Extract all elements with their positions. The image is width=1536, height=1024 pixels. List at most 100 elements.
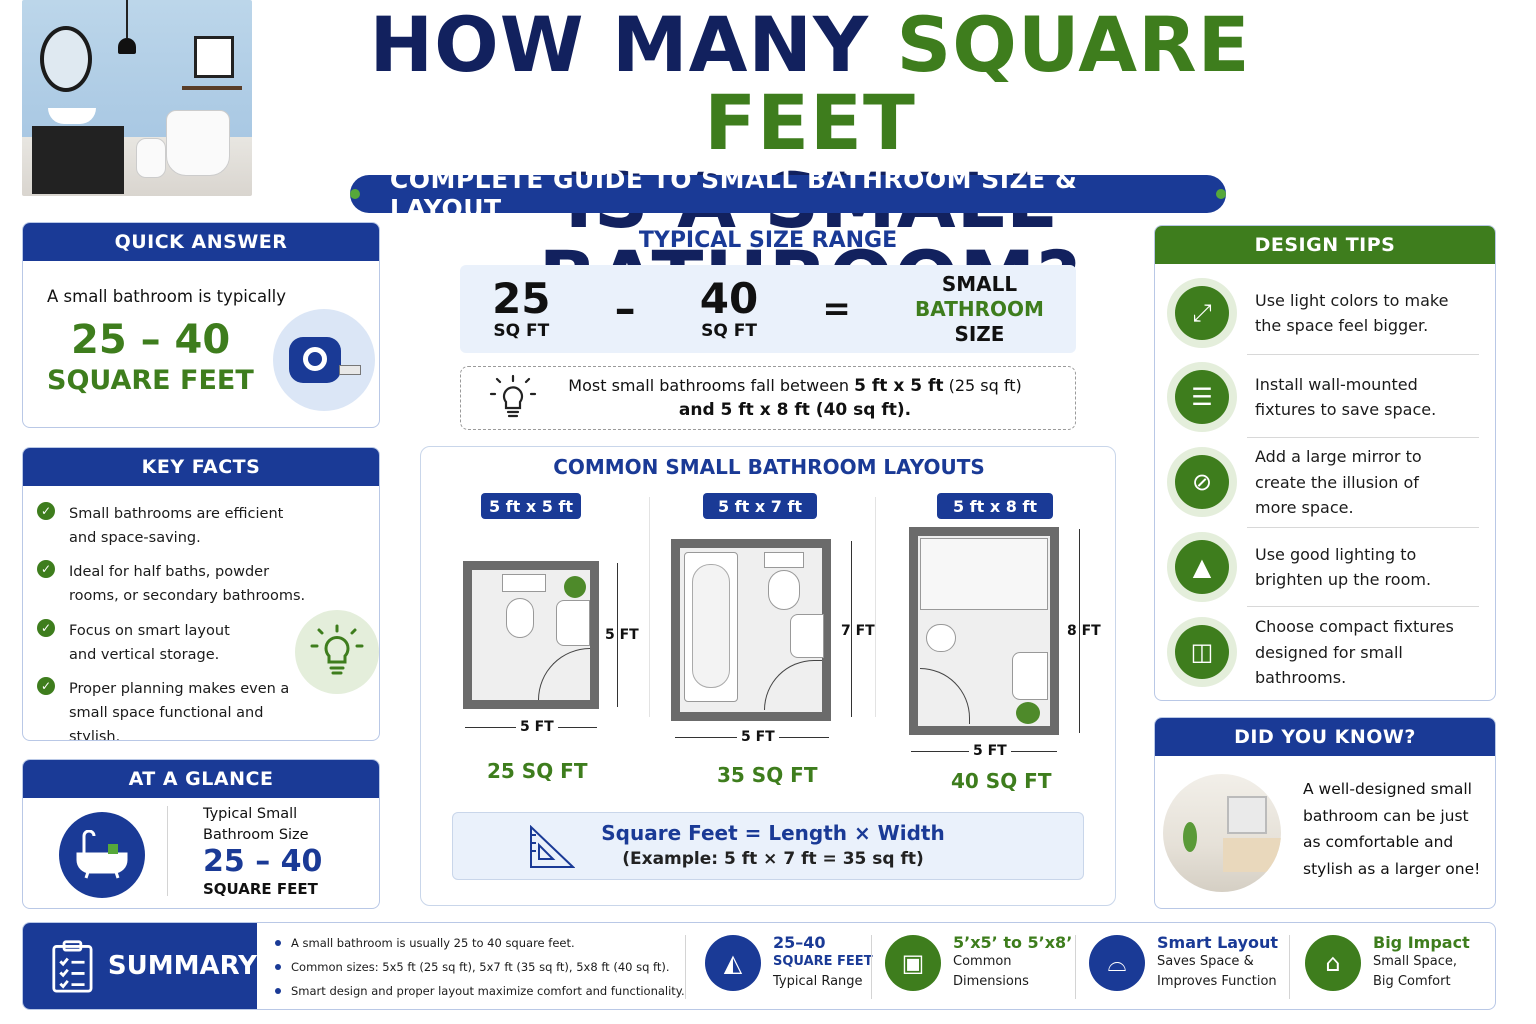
- size-min-value: 25: [492, 274, 551, 323]
- stat-line: Typical Range: [773, 974, 863, 989]
- layout-area: 35 SQ FT: [717, 763, 818, 787]
- formula-example: (Example: 5 ft × 7 ft = 35 sq ft): [622, 849, 924, 869]
- summary-stat: ◭ 25–40 SQUARE FEET Typical Range: [705, 933, 873, 992]
- summary-bullet-text: Common sizes: 5x5 ft (25 sq ft), 5x7 ft …: [291, 960, 670, 974]
- design-tips-heading: DESIGN TIPS: [1155, 226, 1495, 264]
- did-you-know-text: A well-designed small bathroom can be ju…: [1303, 780, 1481, 878]
- sink-icon: ⌓: [1089, 934, 1145, 991]
- design-tip-text: Install wall-mounted fixtures to save sp…: [1255, 374, 1437, 420]
- size-note-text: Most small bathrooms fall between 5 ft x…: [565, 374, 1025, 422]
- hero-bathroom-image: [22, 0, 252, 196]
- key-fact-text: Small bathrooms are efficient and space-…: [69, 506, 284, 546]
- floor-plan-5x7: [671, 539, 831, 721]
- cabinet-icon: ◫: [1167, 617, 1237, 688]
- floor-plan-5x8: [909, 527, 1059, 735]
- design-tip-text: Add a large mirror to create the illusio…: [1255, 447, 1422, 517]
- size-range-heading: TYPICAL SIZE RANGE: [638, 228, 898, 253]
- stat-title: 25–40: [773, 933, 826, 952]
- key-fact-item: ✓ Small bathrooms are efficient and spac…: [37, 502, 297, 550]
- key-fact-text: Ideal for half baths, powder rooms, or s…: [69, 564, 306, 604]
- dimension-arrow: [1079, 529, 1080, 733]
- layout-area: 25 SQ FT: [487, 759, 588, 783]
- size-equals: =: [822, 289, 851, 329]
- at-a-glance-unit: SQUARE FEET: [203, 880, 318, 898]
- expand-icon: ⤢: [1167, 278, 1237, 348]
- size-note-part: Most small bathrooms fall between: [568, 376, 855, 395]
- summary-header: SUMMARY: [23, 923, 257, 1009]
- bullet-dot-icon: [1216, 189, 1226, 199]
- lightbulb-icon: [295, 610, 379, 694]
- ruler-triangle-icon: [527, 824, 576, 873]
- key-fact-item: ✓ Ideal for half baths, powder rooms, or…: [37, 560, 307, 608]
- summary-stat: ▣ 5’x5’ to 5’x8’ Common Dimensions: [885, 933, 1072, 992]
- summary-bullet: A small bathroom is usually 25 to 40 squ…: [275, 931, 685, 955]
- layout-height-label: 7 FT: [841, 623, 875, 639]
- design-tips-card: DESIGN TIPS ⤢ Use light colors to make t…: [1154, 225, 1496, 701]
- quick-answer-range: 25 – 40: [71, 317, 231, 363]
- subtitle-text: COMPLETE GUIDE TO SMALL BATHROOM SIZE & …: [389, 165, 1078, 223]
- summary-bullet: Common sizes: 5x5 ft (25 sq ft), 5x7 ft …: [275, 955, 685, 979]
- layout-tag: 5 ft x 7 ft: [703, 493, 817, 519]
- summary-bullet-text: Smart design and proper layout maximize …: [291, 984, 685, 998]
- quick-answer-unit: SQUARE FEET: [47, 365, 254, 396]
- size-note-part: (25 sq ft): [943, 376, 1022, 395]
- stat-line: Dimensions: [953, 974, 1029, 989]
- key-fact-item: ✓ Focus on smart layout and vertical sto…: [37, 619, 257, 667]
- design-tip-text: Use good lighting to brighten up the roo…: [1255, 544, 1432, 590]
- title-line1-part1: HOW MANY: [369, 0, 897, 89]
- size-result-line: BATHROOM: [915, 296, 1044, 321]
- design-tip-text: Use light colors to make the space feel …: [1255, 290, 1449, 336]
- design-tip-text: Choose compact fixtures designed for sma…: [1255, 617, 1454, 687]
- size-dash: –: [614, 284, 636, 333]
- layout-width-label: 5 FT: [737, 729, 779, 745]
- size-max-value: 40: [699, 274, 759, 323]
- design-tip-item: ⤢ Use light colors to make the space fee…: [1167, 278, 1483, 348]
- summary-bullet-text: A small bathroom is usually 25 to 40 squ…: [291, 936, 575, 950]
- title-line1-highlight: SQUARE FEET: [704, 0, 1251, 167]
- size-max-block: 40 SQ FT: [699, 274, 759, 342]
- size-max-unit: SQ FT: [701, 321, 757, 341]
- size-min-block: 25 SQ FT: [492, 274, 551, 342]
- dimension-arrow: [851, 541, 852, 717]
- stat-title: 5’x5’ to 5’x8’: [953, 933, 1073, 952]
- clipboard-icon: [52, 940, 93, 993]
- check-icon: ✓: [37, 560, 55, 578]
- stat-line: SQUARE FEET: [773, 954, 873, 969]
- size-result: SMALL BATHROOM SIZE: [915, 272, 1044, 347]
- design-tip-item: ☰ Install wall-mounted fixtures to save …: [1167, 362, 1483, 432]
- did-you-know-card: DID YOU KNOW? A well-designed small bath…: [1154, 717, 1496, 909]
- quick-answer-intro: A small bathroom is typically: [47, 287, 287, 306]
- formula-box: Square Feet = Length × Width (Example: 5…: [452, 812, 1084, 880]
- did-you-know-heading: DID YOU KNOW?: [1155, 718, 1495, 756]
- bullet-dot-icon: [350, 189, 360, 199]
- size-result-line: SMALL: [941, 271, 1018, 296]
- dimension-arrow: [617, 563, 618, 707]
- subtitle-banner: COMPLETE GUIDE TO SMALL BATHROOM SIZE & …: [350, 165, 1226, 223]
- size-note-box: Most small bathrooms fall between 5 ft x…: [460, 366, 1076, 430]
- layouts-heading: COMMON SMALL BATHROOM LAYOUTS: [553, 455, 985, 479]
- check-icon: ✓: [37, 677, 55, 695]
- at-a-glance-card: AT A GLANCE Typical Small Bathroom Size …: [22, 759, 380, 909]
- stat-title: Big Impact: [1373, 933, 1470, 952]
- at-a-glance-heading: AT A GLANCE: [23, 760, 379, 798]
- stat-line: Small Space,: [1373, 954, 1457, 969]
- layout-tag: 5 ft x 8 ft: [937, 493, 1053, 519]
- layout-height-label: 8 FT: [1067, 623, 1101, 639]
- check-icon: ✓: [37, 619, 55, 637]
- dimensions-icon: ▣: [885, 934, 941, 991]
- summary-heading: SUMMARY: [107, 951, 257, 981]
- stat-line: Common: [953, 954, 1012, 969]
- area-triangle-icon: ◭: [705, 934, 761, 991]
- at-a-glance-range: 25 – 40: [203, 844, 323, 879]
- layouts-panel: COMMON SMALL BATHROOM LAYOUTS 5 ft x 5 f…: [420, 446, 1116, 906]
- key-facts-card: KEY FACTS ✓ Small bathrooms are efficien…: [22, 447, 380, 741]
- formula-text: Square Feet = Length × Width: [601, 821, 945, 845]
- check-icon: ✓: [37, 502, 55, 520]
- stat-title: Smart Layout: [1157, 933, 1279, 952]
- mirror-icon: ⊘: [1167, 447, 1237, 518]
- at-a-glance-label: Typical Small Bathroom Size: [203, 806, 309, 843]
- design-tip-item: ⊘ Add a large mirror to create the illus…: [1167, 444, 1483, 521]
- summary-stat: ⌓ Smart Layout Saves Space & Improves Fu…: [1089, 933, 1278, 992]
- key-fact-text: Proper planning makes even a small space…: [69, 681, 290, 741]
- summary-bar: SUMMARY A small bathroom is usually 25 t…: [22, 922, 1496, 1010]
